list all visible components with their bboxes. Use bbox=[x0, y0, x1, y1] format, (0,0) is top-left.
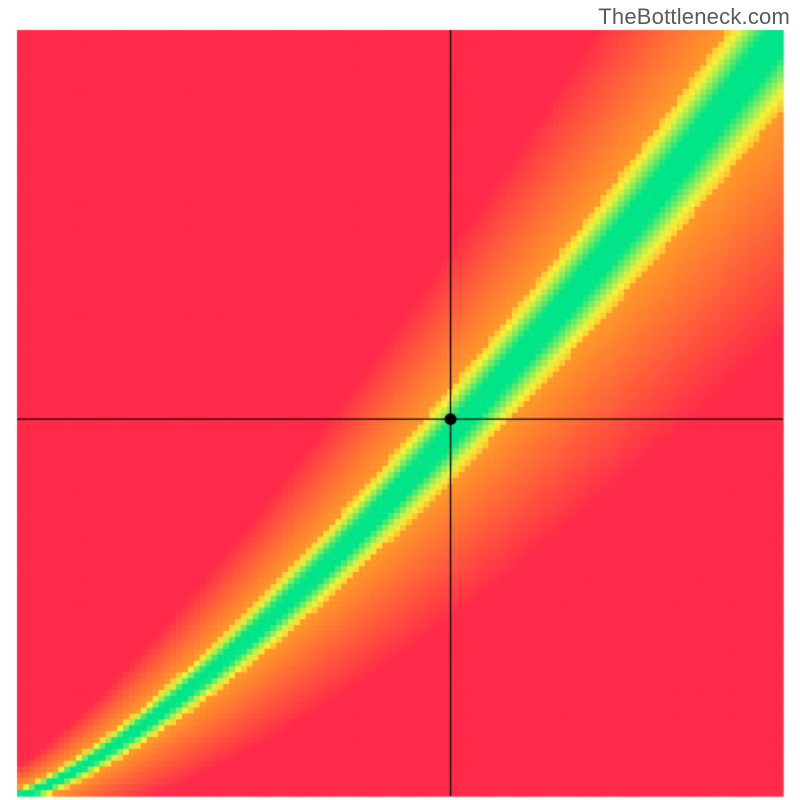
bottleneck-heatmap bbox=[0, 0, 800, 800]
watermark-text: TheBottleneck.com bbox=[598, 4, 790, 30]
chart-container: TheBottleneck.com bbox=[0, 0, 800, 800]
